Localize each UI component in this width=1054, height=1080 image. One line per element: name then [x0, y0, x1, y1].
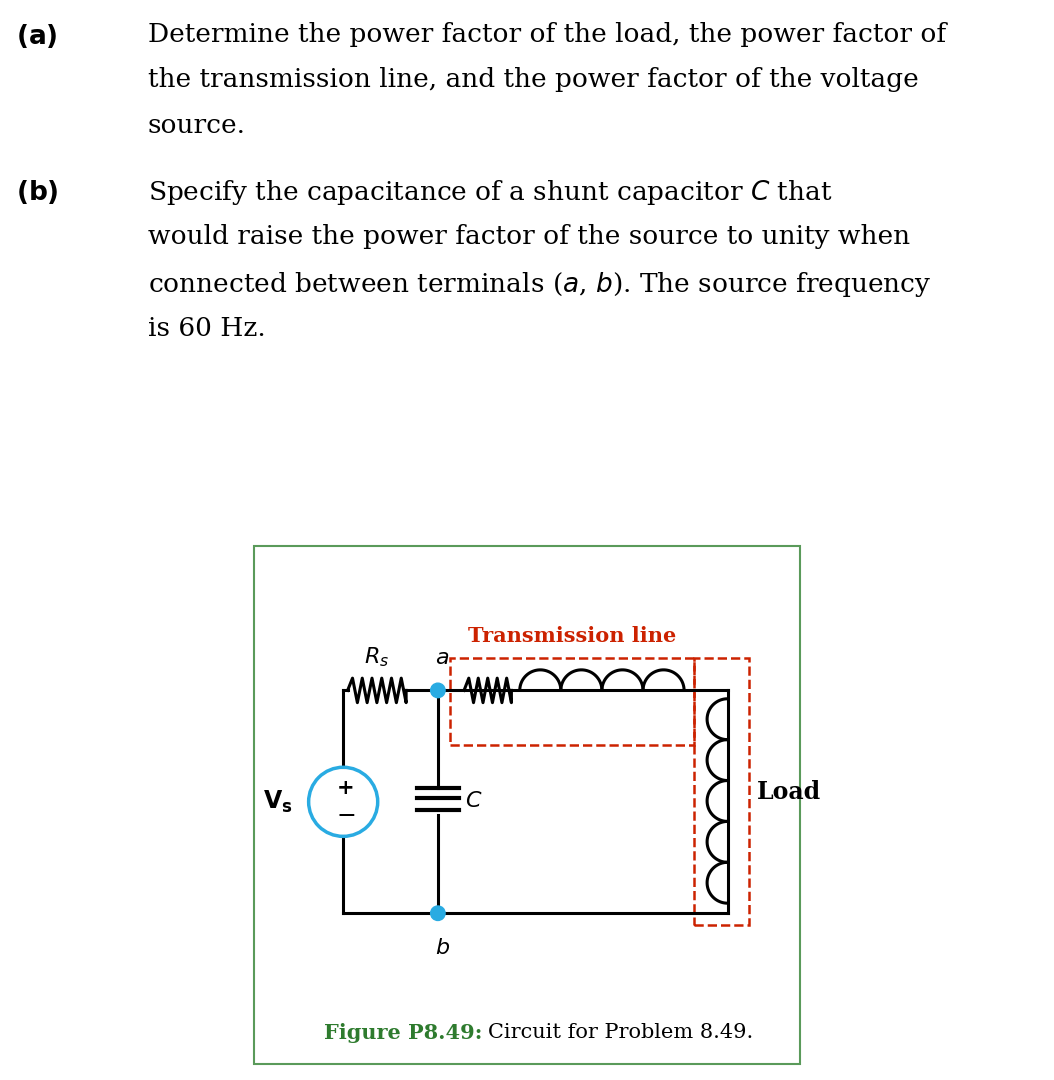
- Text: $a$: $a$: [435, 647, 449, 670]
- Text: Transmission line: Transmission line: [468, 625, 677, 646]
- Text: $C$: $C$: [465, 789, 482, 812]
- Circle shape: [431, 684, 445, 698]
- Text: $R_s$: $R_s$: [365, 646, 390, 670]
- Bar: [695, 658, 748, 926]
- Text: is 60 Hz.: is 60 Hz.: [148, 315, 266, 341]
- Text: Load: Load: [757, 780, 821, 804]
- Text: +: +: [337, 778, 355, 798]
- Text: the transmission line, and the power factor of the voltage: the transmission line, and the power fac…: [148, 67, 918, 93]
- Text: would raise the power factor of the source to unity when: would raise the power factor of the sour…: [148, 224, 910, 249]
- Text: $\mathbf{V_s}$: $\mathbf{V_s}$: [264, 788, 293, 815]
- Text: $\mathbf{(a)}$: $\mathbf{(a)}$: [16, 22, 57, 50]
- Text: connected between terminals ($a$, $b$). The source frequency: connected between terminals ($a$, $b$). …: [148, 270, 931, 299]
- Text: −: −: [336, 804, 356, 827]
- Text: $b$: $b$: [435, 936, 450, 959]
- Circle shape: [431, 906, 445, 920]
- Text: Circuit for Problem 8.49.: Circuit for Problem 8.49.: [488, 1024, 754, 1042]
- Text: $\mathbf{(b)}$: $\mathbf{(b)}$: [16, 178, 58, 206]
- Bar: [450, 658, 695, 745]
- Text: Determine the power factor of the load, the power factor of: Determine the power factor of the load, …: [148, 22, 945, 46]
- Text: Specify the capacitance of a shunt capacitor $C$ that: Specify the capacitance of a shunt capac…: [148, 178, 832, 207]
- Text: Figure P8.49:: Figure P8.49:: [324, 1023, 483, 1043]
- Text: source.: source.: [148, 113, 246, 138]
